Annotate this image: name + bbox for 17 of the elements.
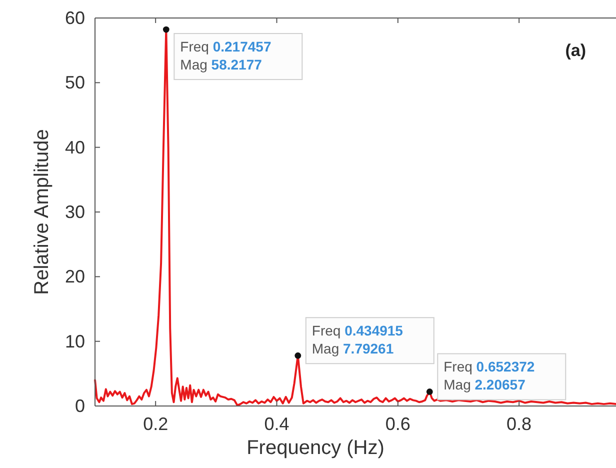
y-axis-title: Relative Amplitude	[31, 129, 53, 295]
y-tick-label: 60	[64, 8, 85, 28]
y-tick-label: 10	[64, 331, 85, 352]
x-tick-label: 0.4	[264, 414, 290, 434]
annotation: (a)	[565, 41, 586, 60]
y-tick-label: 50	[64, 72, 85, 93]
x-tick-label: 0.2	[143, 414, 168, 434]
annotation: Freq 0.434915 Mag 7.79261	[312, 322, 404, 357]
y-tick-label: 20	[64, 266, 85, 287]
x-tick-label: 0.8	[506, 414, 532, 434]
annotation: Freq 0.217457 Mag 58.2177	[180, 38, 272, 73]
y-tick-label: 0	[74, 396, 85, 416]
annotation: Freq 0.652372 Mag 2.20657	[444, 358, 535, 393]
x-tick-label: 0.6	[385, 414, 410, 434]
x-axis-title: Frequency (Hz)	[246, 437, 384, 459]
y-tick-label: 40	[64, 137, 85, 158]
y-tick-label: 30	[64, 202, 85, 222]
